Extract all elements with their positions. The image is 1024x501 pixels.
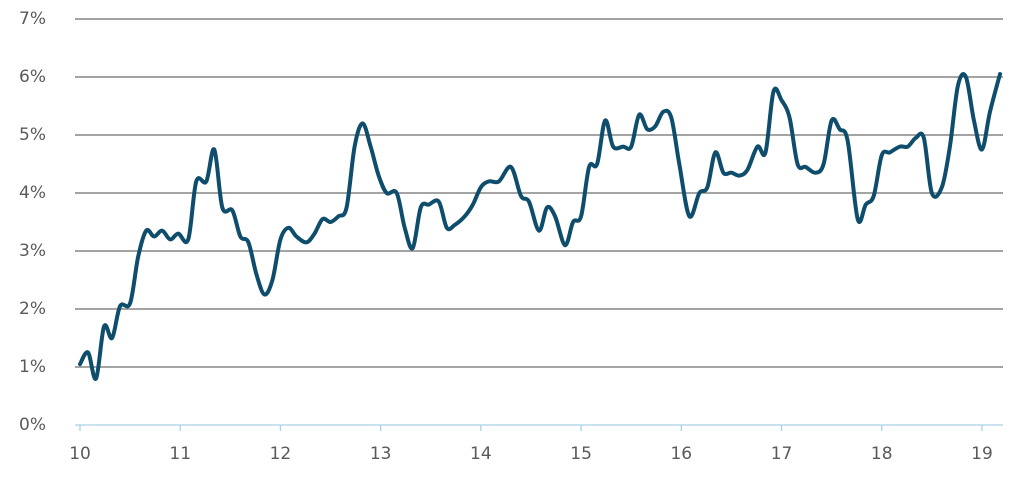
x-tick-label: 18: [871, 444, 893, 464]
x-tick-label: 11: [169, 444, 191, 464]
y-tick-label: 5%: [19, 125, 46, 145]
y-tick-label: 6%: [19, 67, 46, 87]
x-tick-label: 17: [771, 444, 793, 464]
data-line: [78, 72, 1002, 381]
x-tick-label: 14: [470, 444, 492, 464]
x-tick-label: 16: [670, 444, 692, 464]
x-tick-label: 15: [570, 444, 592, 464]
y-tick-label: 0%: [19, 415, 46, 435]
x-tick-label: 19: [971, 444, 993, 464]
x-tick-label: 10: [69, 444, 91, 464]
y-tick-label: 2%: [19, 299, 46, 319]
x-tick-label: 12: [270, 444, 292, 464]
y-tick-label: 4%: [19, 183, 46, 203]
x-tick-label: 13: [370, 444, 392, 464]
y-tick-label: 7%: [19, 9, 46, 29]
y-tick-label: 1%: [19, 357, 46, 377]
y-tick-label: 3%: [19, 241, 46, 261]
